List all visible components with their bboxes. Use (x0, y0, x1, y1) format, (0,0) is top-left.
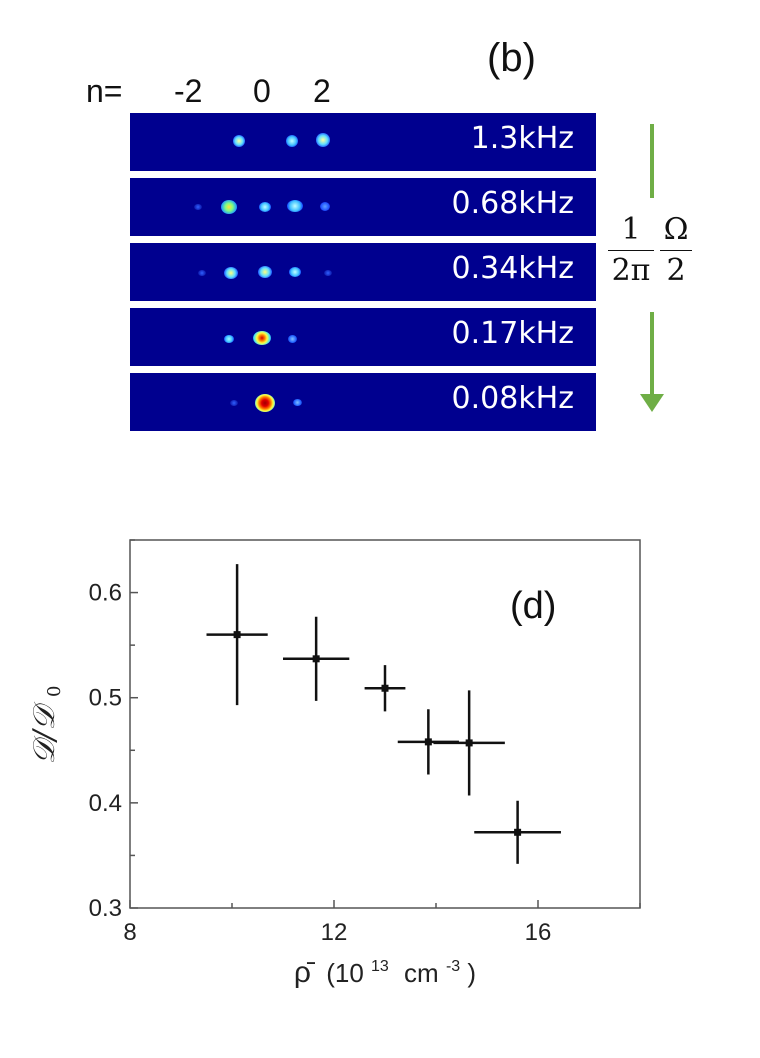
image-row-5: 0.08kHz (130, 373, 596, 431)
data-marker (465, 739, 473, 747)
data-point (474, 800, 561, 864)
x-axis-title: ρ̄ (10 13 cm -3 ) (294, 947, 476, 989)
y-axis-title: 𝒟/𝒟 0 (27, 686, 65, 765)
atom-cloud-spot (316, 133, 330, 147)
x-axis-paren-open: (10 (326, 958, 364, 988)
image-row-2: 0.68kHz (130, 178, 596, 236)
y-tick-label: 0.5 (89, 685, 122, 712)
fraction-omega-over-two: Ω 2 (660, 212, 692, 289)
atom-cloud-spot (293, 399, 302, 406)
n-tick-minus-2: -2 (174, 73, 203, 109)
data-marker (381, 684, 389, 692)
row-frequency-label: 0.08kHz (451, 381, 574, 416)
row-frequency-label: 0.68kHz (451, 186, 574, 221)
data-marker (312, 655, 320, 663)
atom-cloud-spot (259, 202, 271, 212)
y-ticks: 0.3 0.4 0.5 0.6 (89, 539, 138, 922)
atom-cloud-spot (194, 204, 202, 210)
row-frequency-label: 0.17kHz (451, 316, 574, 351)
fraction-numerator: 1 (621, 212, 641, 247)
fraction-bar (660, 250, 692, 251)
atom-cloud-spot (287, 200, 303, 212)
y-axis-main: 𝒟/𝒟 (27, 701, 62, 764)
x-tick-label: 8 (123, 919, 136, 946)
atom-cloud-spot (221, 200, 237, 214)
x-axis-symbol: ρ̄ (294, 956, 316, 989)
image-row-4: 0.17kHz (130, 308, 596, 366)
data-marker (514, 828, 522, 836)
atom-cloud-spot (255, 394, 275, 412)
x-axis-exp1: 13 (371, 958, 389, 975)
data-marker (233, 631, 241, 639)
x-tick-label: 12 (321, 919, 348, 946)
row-frequency-label: 0.34kHz (451, 251, 574, 286)
atom-cloud-spot (320, 202, 330, 211)
atom-cloud-spot (230, 400, 238, 406)
row-frequency-label: 1.3kHz (470, 121, 574, 156)
atom-cloud-spot (198, 270, 206, 276)
y-axis-sub: 0 (44, 686, 65, 697)
atom-cloud-spot (224, 335, 234, 343)
atom-cloud-spot (286, 135, 298, 147)
x-ticks: 8 12 16 (123, 900, 641, 946)
y-tick-label: 0.3 (89, 895, 122, 922)
x-axis-unit: cm (404, 958, 439, 988)
x-axis-paren-close: ) (467, 958, 476, 988)
y-tick-label: 0.6 (89, 580, 122, 607)
panel-d-label: (d) (510, 585, 556, 627)
panel-b-label: (b) (487, 36, 536, 80)
n-tick-0: 0 (253, 73, 271, 109)
fraction-one-over-two-pi: 1 2π (608, 212, 654, 289)
atom-cloud-spot (258, 266, 272, 278)
n-tick-2: 2 (313, 73, 331, 109)
arrow-shaft-top (650, 124, 654, 198)
atom-cloud-spot (288, 335, 297, 343)
panel-d-chart: 8 12 16 0.3 0.4 0.5 0.6 (d) ρ̄ (10 13 cm -3 )… (27, 539, 641, 989)
data-point (283, 616, 350, 701)
data-marker (424, 738, 432, 746)
arrow-head-icon (640, 394, 664, 412)
atom-cloud-spot (324, 270, 332, 276)
n-prefix: n= (86, 73, 123, 109)
fraction-numerator: Ω (663, 212, 689, 247)
data-point (364, 665, 406, 712)
data-points (206, 564, 561, 864)
image-row-3: 0.34kHz (130, 243, 596, 301)
atom-cloud-spot (253, 331, 271, 345)
y-tick-label: 0.4 (89, 790, 122, 817)
image-row-1: 1.3kHz (130, 113, 596, 171)
n-index-row: n= -2 0 2 (0, 73, 760, 113)
absorption-image-stack: 1.3kHz 0.68kHz 0.34kHz 0.17kHz (130, 113, 596, 433)
fraction-bar (608, 250, 654, 251)
plot-frame (129, 539, 641, 909)
arrow-shaft-bottom (650, 312, 654, 398)
fraction-denominator: 2π (611, 253, 651, 288)
atom-cloud-spot (233, 135, 245, 147)
x-axis-exp2: -3 (446, 958, 460, 975)
data-point (433, 690, 505, 796)
atom-cloud-spot (289, 267, 301, 277)
fraction-denominator: 2 (666, 253, 686, 288)
data-point (206, 564, 268, 706)
x-tick-label: 16 (525, 919, 552, 946)
atom-cloud-spot (224, 267, 238, 279)
